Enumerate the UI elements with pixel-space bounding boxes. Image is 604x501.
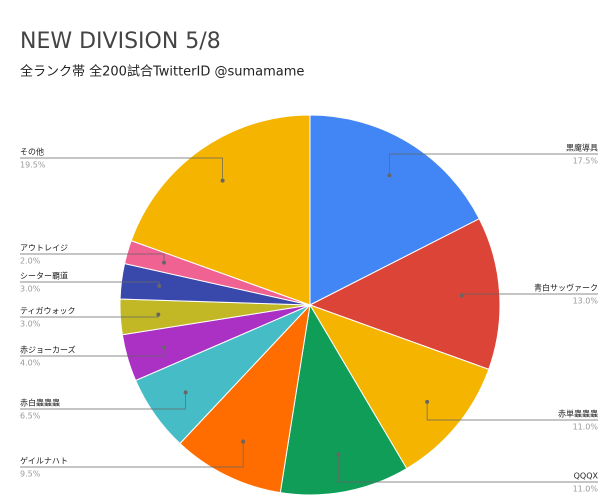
leader-dot <box>156 312 161 317</box>
chart-subtitle: 全ランク帯 全200試合TwitterID @sumamame <box>20 64 304 80</box>
legend-label: ゲイルナハト <box>20 456 68 466</box>
leader-dot <box>183 390 188 395</box>
pie-slice <box>130 114 311 306</box>
pie-slice <box>279 303 408 496</box>
value-label: 6.5% <box>20 412 41 421</box>
leader-dot <box>162 345 167 350</box>
leader-dot <box>220 178 225 183</box>
leader-dot <box>162 260 167 265</box>
pie-slice <box>308 218 501 370</box>
chart-title: NEW DIVISION 5/8 <box>20 29 221 54</box>
legend-label: その他 <box>20 147 44 157</box>
legend-label: 青白サッヴァーク <box>534 283 598 293</box>
leader-dot <box>157 283 162 288</box>
leader-dot <box>336 452 341 457</box>
leader-line <box>338 454 598 483</box>
leader-line <box>20 347 165 357</box>
value-label: 17.5% <box>573 157 599 166</box>
value-label: 3.0% <box>20 285 41 294</box>
legend-label: 赤ジョーカーズ <box>20 345 76 355</box>
leader-line <box>20 392 186 410</box>
value-label: 11.0% <box>573 485 599 494</box>
legend-label: QQQX <box>574 472 599 481</box>
value-label: 19.5% <box>20 161 46 170</box>
value-label: 9.5% <box>20 470 41 479</box>
pie-slice <box>309 114 480 306</box>
pie-slice <box>179 303 311 494</box>
pie <box>119 114 501 496</box>
legend-label: 黒魔導具 <box>566 143 598 153</box>
value-label: 11.0% <box>573 423 599 432</box>
legend-label: ティガウォック <box>20 306 76 316</box>
leader-dot <box>387 173 392 178</box>
leader-line <box>20 253 165 263</box>
legend-label: シーター覇道 <box>20 271 68 281</box>
legend-label: 赤白蟲蟲蟲 <box>20 398 60 408</box>
leader-line <box>20 157 223 181</box>
value-label: 13.0% <box>573 297 599 306</box>
leader-line <box>20 441 244 468</box>
pie-slice <box>308 304 490 470</box>
leader-dot <box>459 293 464 298</box>
leader-dot <box>425 399 430 404</box>
leader-line <box>426 401 598 421</box>
leader-dot <box>241 439 246 444</box>
leader-line <box>389 153 598 176</box>
value-label: 4.0% <box>20 359 41 368</box>
legend-label: アウトレイジ <box>20 244 68 253</box>
legend-label: 赤単蟲蟲蟲 <box>558 409 598 419</box>
value-label: 3.0% <box>20 320 41 329</box>
value-label: 2.0% <box>20 257 41 266</box>
